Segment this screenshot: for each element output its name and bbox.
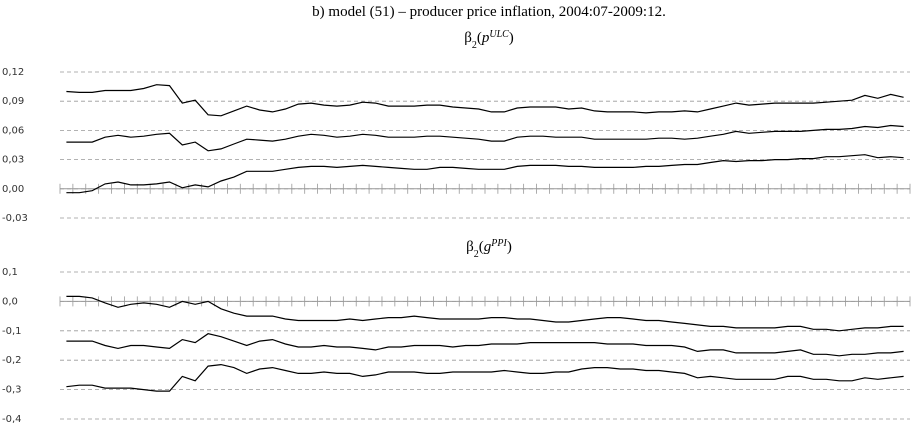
title-part: ) xyxy=(507,239,512,255)
y-tick-label: -0,4 xyxy=(2,414,22,425)
line-series xyxy=(66,84,904,117)
y-tick-label: -0,3 xyxy=(2,385,22,396)
title-part: β xyxy=(464,30,472,46)
title-part: β xyxy=(466,239,474,255)
line-series xyxy=(66,363,904,392)
title-part: p xyxy=(481,30,490,46)
y-tick-label: -0,1 xyxy=(2,326,22,337)
y-tick-label: 0,0 xyxy=(2,296,18,307)
title-part: ( xyxy=(477,30,482,46)
line-series xyxy=(66,154,904,194)
y-tick-label: -0,2 xyxy=(2,355,22,366)
title-part: ULC xyxy=(489,29,509,40)
title-part: 2 xyxy=(474,249,479,260)
y-tick-label: 0,1 xyxy=(2,267,18,278)
title-part: g xyxy=(484,239,492,255)
panel-title: β2(pULC) xyxy=(464,29,514,51)
y-tick-label: 0,06 xyxy=(2,125,24,136)
line-series xyxy=(66,124,904,152)
title-part: ( xyxy=(479,239,484,255)
y-tick-label: 0,03 xyxy=(2,155,24,166)
title-part: PPI xyxy=(490,238,507,249)
title-part: ) xyxy=(509,30,514,46)
y-tick-label: -0,03 xyxy=(2,213,28,224)
panel-title: β2(gPPI) xyxy=(466,238,512,260)
title-part: 2 xyxy=(472,40,477,51)
y-tick-label: 0,12 xyxy=(2,67,24,78)
y-tick-label: 0,00 xyxy=(2,184,24,195)
page-title: b) model (51) – producer price inflation… xyxy=(312,4,666,20)
y-tick-label: 0,09 xyxy=(2,96,24,107)
line-series xyxy=(66,333,904,357)
line-series xyxy=(66,295,904,332)
